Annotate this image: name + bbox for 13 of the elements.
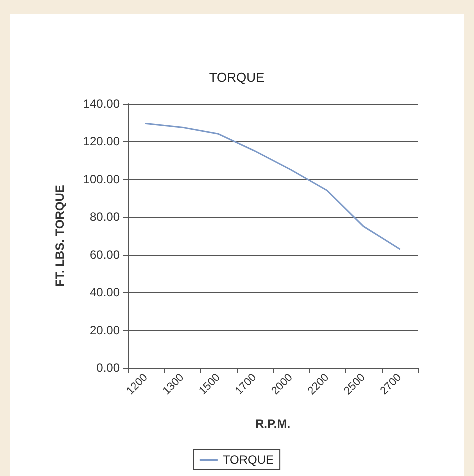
legend-label: TORQUE	[222, 453, 274, 467]
y-tick-label: 100.00	[83, 172, 120, 186]
y-axis-title: FT. LBS. TORQUE	[53, 185, 67, 287]
y-tick-label: 0.00	[96, 361, 120, 375]
line-series	[145, 123, 401, 250]
y-tick-label: 60.00	[90, 248, 120, 262]
x-axis-title: R.P.M.	[255, 417, 291, 431]
y-tick-label: 40.00	[90, 286, 120, 300]
y-tick-label: 140.00	[83, 97, 120, 111]
y-tick-label: 80.00	[90, 210, 120, 224]
y-tick-label: 120.00	[83, 134, 120, 149]
chart-title: TORQUE	[209, 70, 266, 85]
y-tick-label: 20.00	[90, 323, 120, 338]
